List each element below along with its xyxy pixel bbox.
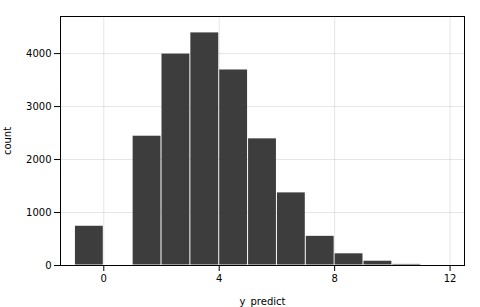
svg-text:12: 12	[444, 273, 457, 284]
svg-text:2000: 2000	[26, 154, 51, 165]
svg-text:0: 0	[101, 273, 107, 284]
svg-text:y_predict: y_predict	[240, 296, 286, 307]
svg-text:4: 4	[216, 273, 222, 284]
svg-text:4000: 4000	[26, 48, 51, 59]
svg-text:8: 8	[331, 273, 337, 284]
svg-text:3000: 3000	[26, 101, 51, 112]
svg-text:1000: 1000	[26, 207, 51, 218]
svg-text:0: 0	[45, 260, 51, 271]
svg-text:count: count	[2, 127, 13, 155]
